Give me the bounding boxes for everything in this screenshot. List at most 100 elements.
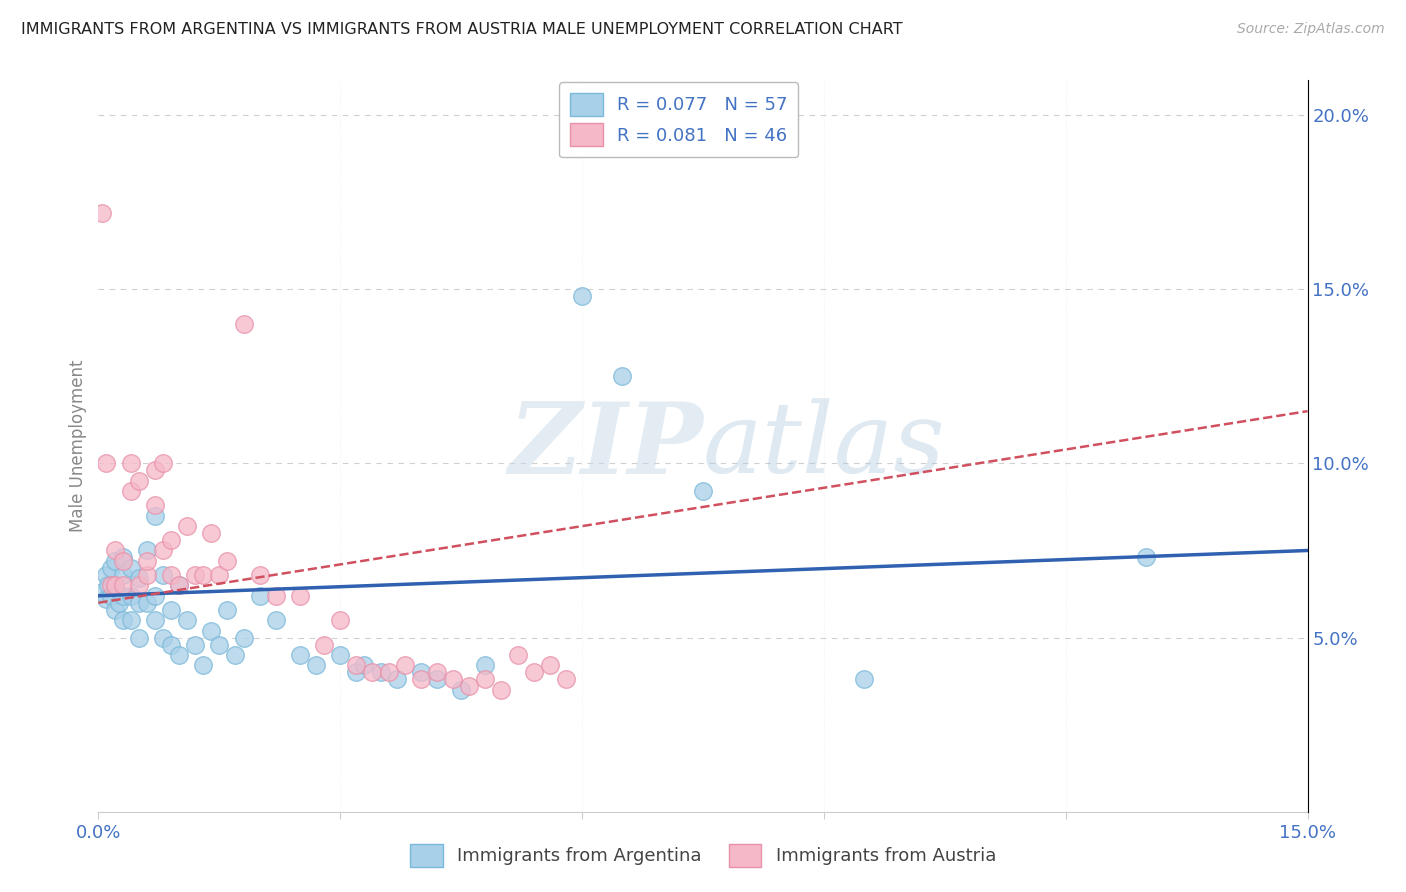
Point — [152, 543, 174, 558]
Point — [264, 613, 287, 627]
Point — [96, 567, 118, 582]
Point — [176, 519, 198, 533]
Point — [135, 554, 157, 568]
Point — [120, 613, 142, 627]
Point — [111, 554, 134, 568]
Point — [409, 673, 432, 687]
Text: Source: ZipAtlas.com: Source: ZipAtlas.com — [1237, 22, 1385, 37]
Point — [128, 631, 150, 645]
Point — [103, 578, 125, 592]
Point — [120, 457, 142, 471]
Point — [111, 567, 134, 582]
Point — [143, 463, 166, 477]
Point — [329, 648, 352, 662]
Point — [128, 578, 150, 592]
Point — [135, 543, 157, 558]
Point — [612, 369, 634, 384]
Point — [160, 603, 183, 617]
Point — [97, 578, 120, 592]
Point — [103, 543, 125, 558]
Point — [128, 474, 150, 488]
Point — [120, 561, 142, 575]
Point — [232, 317, 254, 331]
Point — [538, 658, 561, 673]
Point — [120, 484, 142, 499]
Point — [264, 589, 287, 603]
Point — [474, 658, 496, 673]
Point — [193, 658, 215, 673]
Point — [143, 498, 166, 512]
Y-axis label: Male Unemployment: Male Unemployment — [69, 359, 87, 533]
Point — [474, 673, 496, 687]
Point — [208, 638, 231, 652]
Point — [361, 665, 384, 680]
Point — [111, 589, 134, 603]
Point — [394, 658, 416, 673]
Point — [100, 561, 122, 575]
Point — [208, 567, 231, 582]
Point — [426, 665, 449, 680]
Point — [409, 665, 432, 680]
Text: ZIP: ZIP — [508, 398, 703, 494]
Point — [458, 679, 481, 693]
Point — [100, 589, 122, 603]
Point — [853, 673, 876, 687]
Point — [96, 592, 118, 607]
Point — [107, 596, 129, 610]
Point — [329, 613, 352, 627]
Point — [305, 658, 328, 673]
Point — [111, 613, 134, 627]
Point — [103, 603, 125, 617]
Point — [200, 526, 222, 541]
Point — [450, 682, 472, 697]
Point — [232, 631, 254, 645]
Point — [160, 533, 183, 547]
Point — [100, 578, 122, 592]
Point — [143, 508, 166, 523]
Point — [344, 665, 367, 680]
Text: atlas: atlas — [703, 399, 946, 493]
Point — [184, 638, 207, 652]
Point — [1135, 550, 1157, 565]
Point — [523, 665, 546, 680]
Point — [288, 589, 311, 603]
Point — [288, 648, 311, 662]
Point — [96, 457, 118, 471]
Point — [353, 658, 375, 673]
Point — [571, 289, 593, 303]
Point — [111, 550, 134, 565]
Point — [135, 596, 157, 610]
Point — [135, 567, 157, 582]
Point — [152, 631, 174, 645]
Point — [143, 589, 166, 603]
Point — [200, 624, 222, 638]
Legend: Immigrants from Argentina, Immigrants from Austria: Immigrants from Argentina, Immigrants fr… — [404, 837, 1002, 874]
Text: IMMIGRANTS FROM ARGENTINA VS IMMIGRANTS FROM AUSTRIA MALE UNEMPLOYMENT CORRELATI: IMMIGRANTS FROM ARGENTINA VS IMMIGRANTS … — [21, 22, 903, 37]
Point — [167, 578, 190, 592]
Point — [167, 648, 190, 662]
Point — [103, 578, 125, 592]
Point — [184, 567, 207, 582]
Point — [370, 665, 392, 680]
Point — [103, 554, 125, 568]
Point — [491, 682, 513, 697]
Point — [426, 673, 449, 687]
Point — [193, 567, 215, 582]
Point — [506, 648, 529, 662]
Point — [692, 484, 714, 499]
Point — [224, 648, 246, 662]
Point — [249, 589, 271, 603]
Point — [217, 554, 239, 568]
Point — [128, 571, 150, 585]
Point — [91, 585, 114, 599]
Point — [120, 589, 142, 603]
Point — [160, 567, 183, 582]
Legend: R = 0.077   N = 57, R = 0.081   N = 46: R = 0.077 N = 57, R = 0.081 N = 46 — [560, 82, 799, 157]
Point — [314, 638, 336, 652]
Point — [176, 613, 198, 627]
Point — [128, 596, 150, 610]
Point — [91, 205, 114, 219]
Point — [344, 658, 367, 673]
Point — [249, 567, 271, 582]
Point — [152, 457, 174, 471]
